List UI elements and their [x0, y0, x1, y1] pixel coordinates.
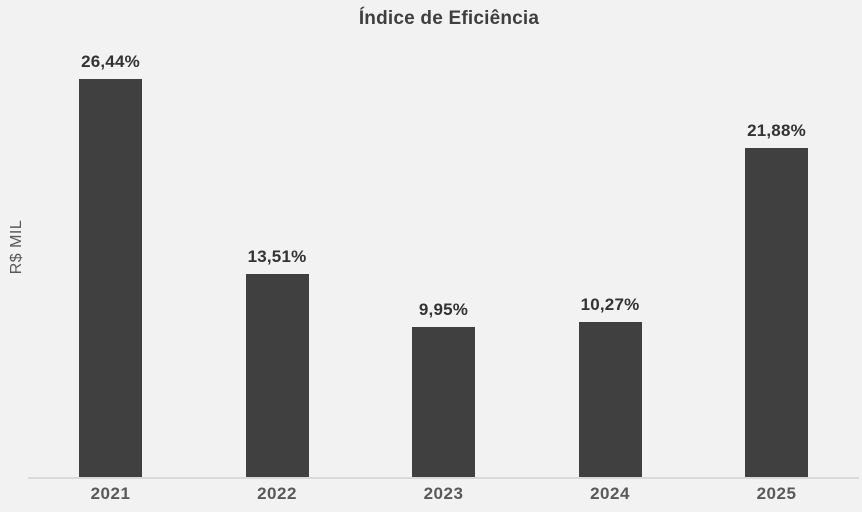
bar-value-label: 26,44%: [81, 52, 140, 71]
bar-value-label: 21,88%: [747, 120, 806, 140]
bar: [578, 322, 642, 477]
bar: [245, 273, 309, 477]
x-axis-tick-label: 2024: [590, 484, 630, 503]
bar: [79, 79, 142, 477]
x-axis-tick-label: 2023: [423, 484, 464, 503]
bar-value-label: 13,51%: [247, 246, 307, 266]
x-axis-line: [28, 477, 859, 479]
x-axis-tick-label: 2025: [756, 484, 797, 503]
bar-value-label: 9,95%: [418, 300, 469, 320]
bar: [745, 147, 808, 477]
x-axis-tick-label: 2022: [257, 484, 297, 503]
chart-title: Índice de Eficiência: [358, 8, 540, 29]
x-axis-tick-label: 2021: [90, 484, 131, 503]
bar-value-label: 10,27%: [580, 295, 640, 315]
bar: [412, 327, 475, 477]
